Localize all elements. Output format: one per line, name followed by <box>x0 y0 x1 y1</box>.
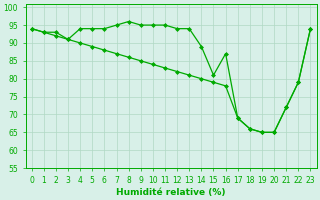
X-axis label: Humidité relative (%): Humidité relative (%) <box>116 188 226 197</box>
